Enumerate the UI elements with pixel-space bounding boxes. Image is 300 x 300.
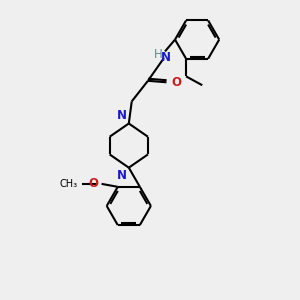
Text: CH₃: CH₃ [60,179,78,189]
Text: N: N [117,169,127,182]
Text: O: O [172,76,182,89]
Text: N: N [160,51,171,64]
Text: N: N [117,109,127,122]
Text: H: H [154,48,163,61]
Text: O: O [88,177,98,190]
